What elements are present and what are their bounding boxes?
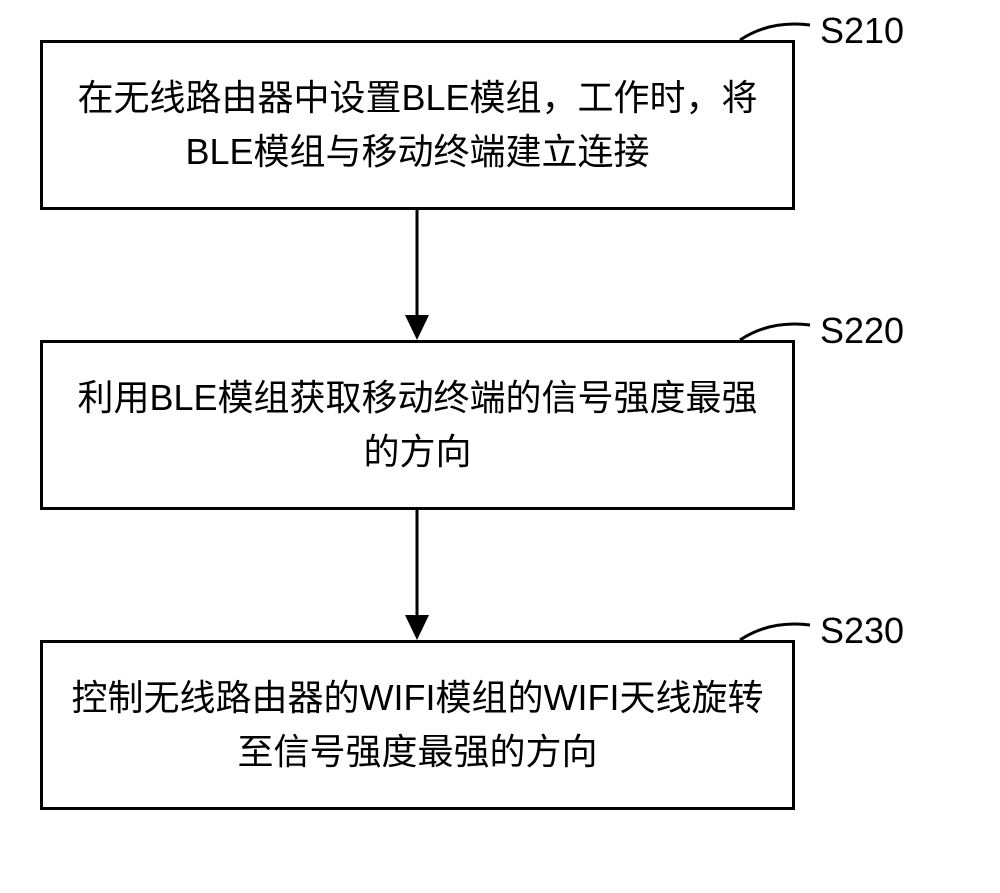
label-connector-2 — [710, 315, 820, 350]
flowchart-box-3: 控制无线路由器的WIFI模组的WIFI天线旋转至信号强度最强的方向 — [40, 640, 795, 810]
flowchart-box-1: 在无线路由器中设置BLE模组，工作时，将BLE模组与移动终端建立连接 — [40, 40, 795, 210]
box-2-text: 利用BLE模组获取移动终端的信号强度最强的方向 — [63, 371, 772, 479]
arrow-2-to-3 — [400, 510, 435, 640]
box-1-label: S210 — [820, 10, 904, 52]
label-connector-1 — [710, 15, 820, 50]
arrow-1-to-2 — [400, 210, 435, 340]
box-2-label: S220 — [820, 310, 904, 352]
flowchart-container: 在无线路由器中设置BLE模组，工作时，将BLE模组与移动终端建立连接 S210 … — [0, 0, 1000, 893]
box-3-text: 控制无线路由器的WIFI模组的WIFI天线旋转至信号强度最强的方向 — [63, 671, 772, 779]
box-3-label: S230 — [820, 610, 904, 652]
box-1-text: 在无线路由器中设置BLE模组，工作时，将BLE模组与移动终端建立连接 — [63, 71, 772, 179]
flowchart-box-2: 利用BLE模组获取移动终端的信号强度最强的方向 — [40, 340, 795, 510]
label-connector-3 — [710, 615, 820, 650]
